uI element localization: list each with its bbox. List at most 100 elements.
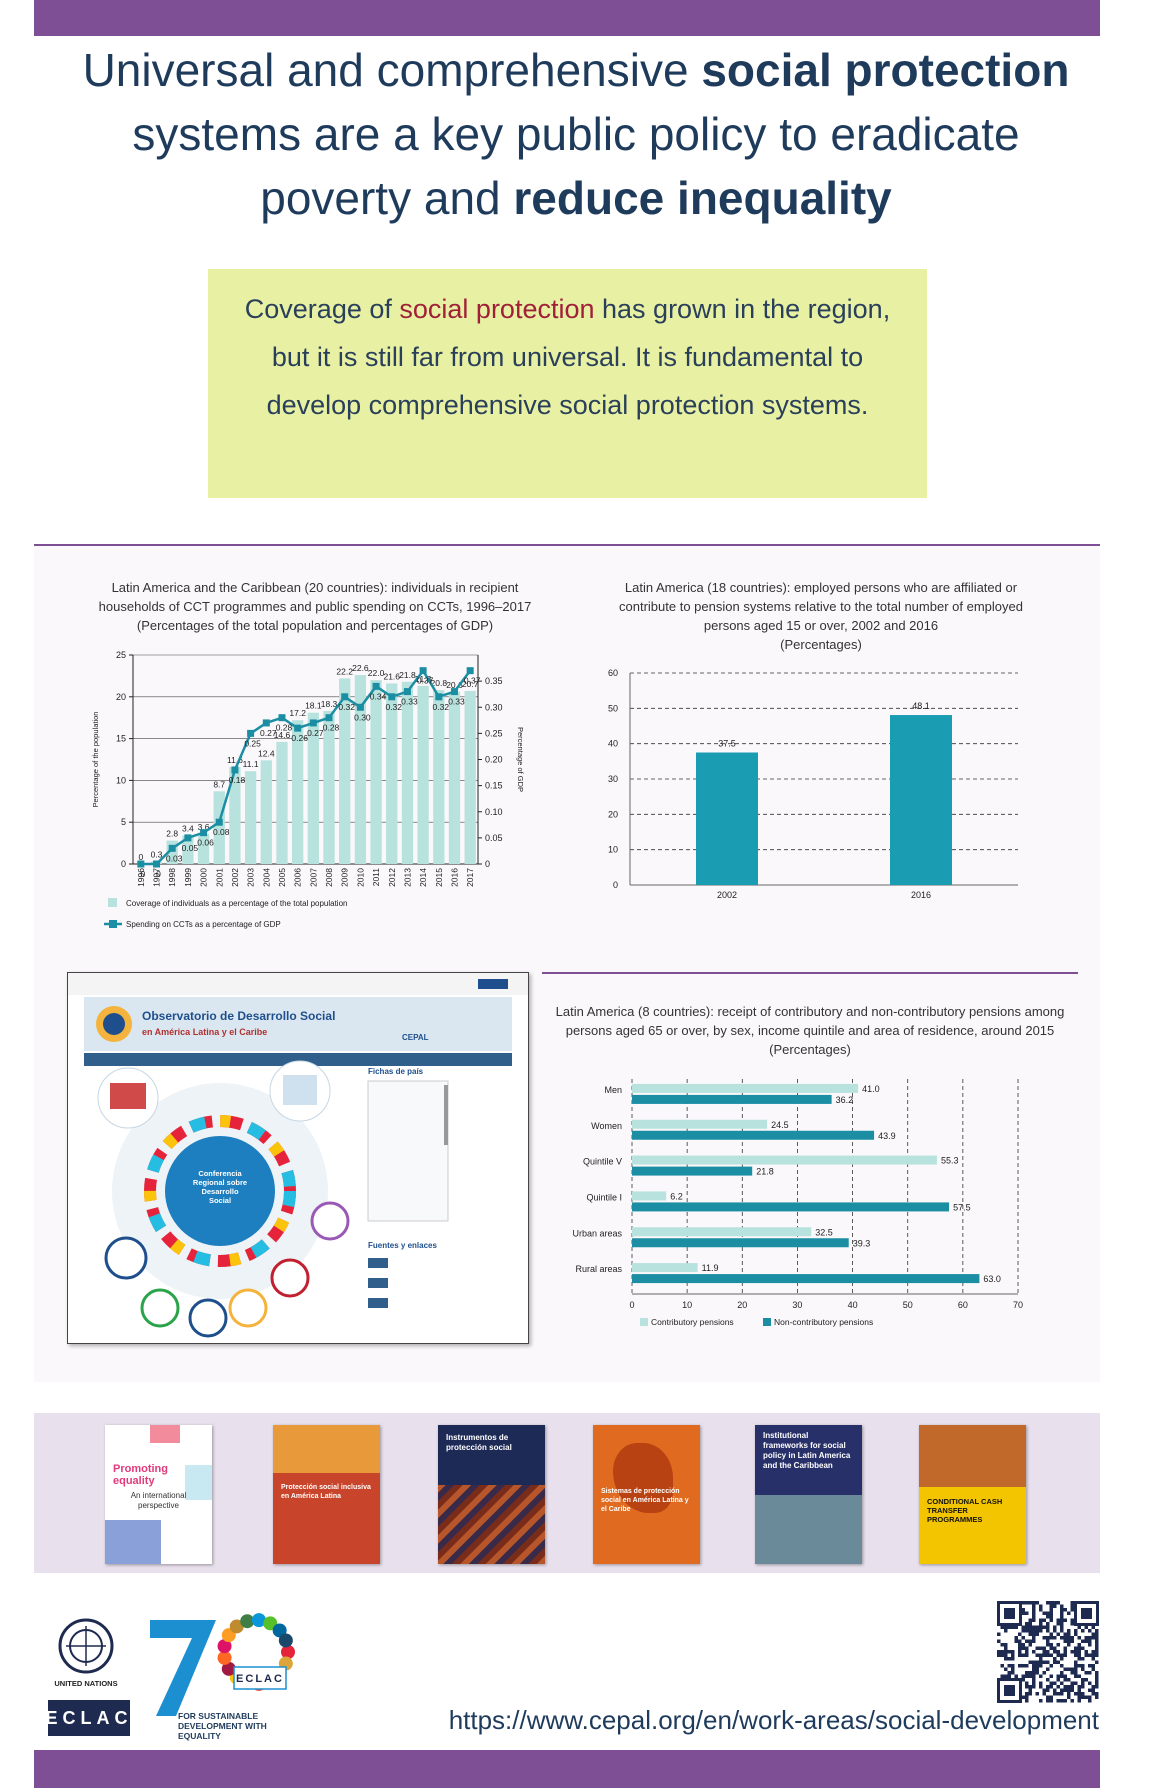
- x-tick-label: 10: [682, 1300, 692, 1310]
- ring-dot: [240, 1614, 255, 1629]
- value-label: 0.37: [417, 676, 434, 686]
- value-label: 21.6: [383, 671, 400, 681]
- un-logo: UNITED NATIONS ECLAC: [48, 1618, 130, 1736]
- value-label: 11.6: [227, 755, 243, 765]
- y-axis-label: Percentage of the population: [91, 712, 100, 808]
- x-tick-label: 2014: [418, 868, 428, 887]
- value-label: 0.08: [213, 827, 230, 837]
- obs-heading: Fichas de país: [368, 1067, 424, 1076]
- x-tick-label: 2001: [214, 868, 224, 887]
- ring-dot: [281, 1645, 295, 1659]
- bar: [632, 1155, 937, 1165]
- callout-highlight: social protection: [399, 294, 595, 324]
- logo-seven: [150, 1620, 216, 1716]
- url: https://www.cepal.org/en/work-areas/soci…: [448, 1705, 1099, 1735]
- chart-subtitle: (Percentages): [769, 1042, 851, 1057]
- bar-chart: 0 10 20 30 40 50 60 37.5 2002 48.1 2016: [608, 668, 1018, 900]
- bar: [632, 1263, 698, 1273]
- obs-conference: Conferencia Regional sobre Desarrollo So…: [192, 1169, 248, 1205]
- value-label: 37.5: [718, 739, 736, 749]
- y-tick-label: 15: [116, 734, 126, 744]
- y-tick-label: 10: [116, 775, 126, 785]
- x-tick-label: 50: [903, 1300, 913, 1310]
- category-label: Quintile I: [586, 1192, 622, 1202]
- y-tick-label: 0: [613, 880, 618, 890]
- value-label: 18.3: [321, 699, 338, 709]
- y-tick-label: 25: [116, 650, 126, 660]
- satellite: [140, 1288, 180, 1328]
- legend-label: Spending on CCTs as a percentage of GDP: [126, 920, 281, 929]
- x-tick-label: 2002: [717, 890, 737, 900]
- legend-label: Non-contributory pensions: [774, 1317, 873, 1327]
- bar: [632, 1274, 980, 1284]
- marker: [262, 719, 270, 727]
- cover: CONDITIONAL CASH TRANSFER PROGRAMMES: [919, 1425, 1026, 1564]
- value-label: 0.37: [464, 676, 481, 686]
- marker: [325, 714, 333, 722]
- emblem-ring: [58, 1618, 114, 1674]
- x-tick-label: 60: [958, 1300, 968, 1310]
- diagram-core: [165, 1136, 275, 1246]
- satellite: [104, 1236, 148, 1280]
- marker: [153, 860, 161, 868]
- x-tick-label: 2011: [371, 868, 381, 887]
- link-thumb: [368, 1278, 388, 1288]
- value-label: 0.27: [307, 728, 324, 738]
- value-label: 2.8: [166, 829, 178, 839]
- x-tick-label: 2016: [449, 868, 459, 887]
- x-tick-label: 20: [737, 1300, 747, 1310]
- cover-photo: [273, 1425, 380, 1473]
- x-tick-label: 2006: [293, 868, 303, 887]
- obs-subtitle: en América Latina y el Caribe: [142, 1027, 268, 1037]
- chart-title: Latin America (18 countries): employed p…: [619, 580, 1023, 633]
- value-label: 17.2: [289, 708, 306, 718]
- ring-dot: [229, 1619, 244, 1634]
- legend-swatch: [108, 898, 117, 907]
- x-tick-label: 30: [792, 1300, 802, 1310]
- obs-title: Observatorio de Desarrollo Social: [142, 1009, 336, 1023]
- satellite: [228, 1288, 268, 1328]
- cover: Promoting equality An international pers…: [105, 1425, 212, 1564]
- marker: [388, 693, 396, 701]
- bar: [632, 1083, 859, 1093]
- category-label: Women: [591, 1121, 622, 1131]
- ring-dot: [272, 1623, 287, 1638]
- y2-tick-label: 0.15: [485, 781, 503, 791]
- bar: [696, 752, 758, 885]
- cover-title: Instrumentos de protección social: [446, 1433, 512, 1452]
- line: [140, 668, 472, 866]
- sdg-ring: [144, 1115, 296, 1267]
- badge-label: ECLAC: [236, 1673, 284, 1685]
- value-label: 18.1: [305, 701, 322, 711]
- cover-title: Sistemas de protección social en América…: [601, 1488, 689, 1513]
- value-label: 0.03: [166, 853, 183, 863]
- bar: [632, 1238, 849, 1248]
- y-tick-label: 20: [608, 809, 618, 819]
- x-tick-label: 2007: [308, 868, 318, 887]
- value-label: 20.7: [462, 679, 479, 689]
- bar: [632, 1202, 950, 1212]
- x-tick-label: 70: [1013, 1300, 1023, 1310]
- category-label: Urban areas: [572, 1228, 622, 1238]
- value-label: 11.1: [243, 759, 259, 769]
- bar: [197, 833, 210, 864]
- bar: [323, 711, 335, 864]
- ring-dot: [217, 1650, 232, 1665]
- ring-dot: [217, 1639, 232, 1654]
- value-label: 0: [156, 869, 161, 879]
- x-tick-label: 2015: [434, 868, 444, 887]
- chart-heading: Latin America and the Caribbean (20 coun…: [90, 578, 540, 635]
- cover-block: [185, 1465, 212, 1500]
- value-label: 0.3: [151, 849, 163, 859]
- category-label: Rural areas: [575, 1264, 622, 1274]
- bar: [370, 680, 382, 864]
- cover-block: [150, 1425, 180, 1443]
- bar: [632, 1191, 667, 1201]
- title-bold: social protection: [701, 44, 1070, 96]
- ring-dot: [278, 1633, 293, 1648]
- lang-button: [478, 979, 508, 989]
- marker: [466, 667, 474, 675]
- x-tick-label: 1999: [183, 868, 193, 887]
- value-label: 22.0: [368, 668, 385, 678]
- qr-modules: [997, 1601, 1099, 1703]
